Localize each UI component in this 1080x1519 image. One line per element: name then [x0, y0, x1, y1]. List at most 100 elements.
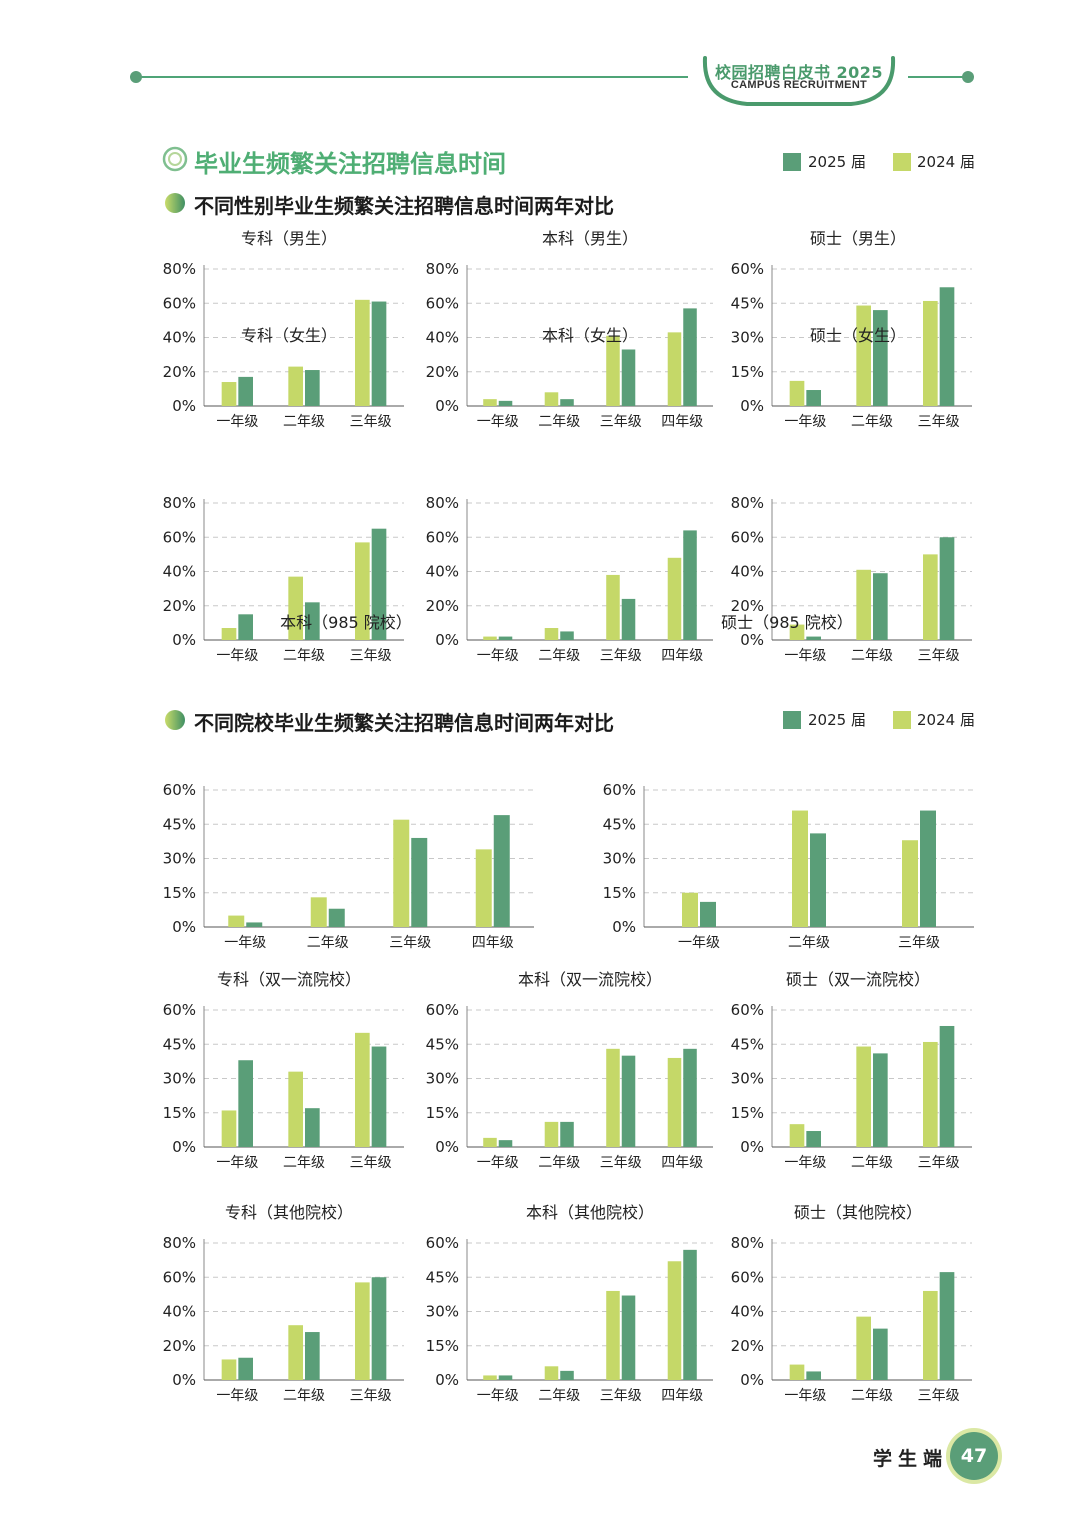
- x-category-label: 三年级: [898, 935, 940, 951]
- bar-2024: [544, 1121, 559, 1147]
- x-category-label: 一年级: [477, 1155, 519, 1171]
- chart-title: 硕士（双一流院校）: [786, 970, 930, 989]
- bar-2025: [411, 837, 428, 927]
- bar-2024: [789, 1364, 805, 1380]
- y-tick-label: 80%: [731, 1234, 764, 1252]
- y-tick-label: 30%: [426, 1303, 459, 1321]
- y-tick-label: 20%: [163, 597, 196, 615]
- bar-2025: [560, 1370, 574, 1380]
- y-tick-label: 20%: [731, 1337, 764, 1355]
- y-tick-label: 45%: [163, 815, 196, 833]
- y-tick-label: 30%: [163, 1070, 196, 1088]
- chart-shuoshi-syl: 硕士（双一流院校） 0% 15% 30% 45% 60% 一年级 二年级 三年级: [731, 970, 972, 1171]
- bar-2024: [483, 636, 497, 640]
- x-category-label: 一年级: [477, 648, 519, 664]
- x-category-label: 二年级: [283, 414, 325, 430]
- y-tick-label: 60%: [426, 1001, 459, 1019]
- x-category-label: 三年级: [600, 1388, 642, 1404]
- section-title-school: 不同院校毕业生频繁关注招聘信息时间两年对比: [194, 711, 614, 735]
- bar-2024: [221, 382, 237, 406]
- x-category-label: 二年级: [788, 935, 830, 951]
- x-category-label: 三年级: [350, 648, 392, 664]
- y-tick-label: 40%: [163, 563, 196, 581]
- bar-2025: [305, 1108, 320, 1147]
- bar-2024: [310, 897, 327, 927]
- y-tick-label: 0%: [435, 397, 459, 415]
- x-category-label: 一年级: [477, 414, 519, 430]
- y-tick-label: 60%: [731, 260, 764, 278]
- x-category-label: 二年级: [851, 1388, 893, 1404]
- y-tick-label: 15%: [163, 1104, 196, 1122]
- bar-2024: [789, 624, 805, 640]
- chart-benke-female: 本科（女生）0%20%40%60%80%一年级 二年级 三年级 四年级: [426, 326, 713, 664]
- x-category-label: 四年级: [661, 648, 703, 664]
- bar-2025: [939, 287, 955, 406]
- bar-2025: [371, 528, 387, 640]
- y-tick-label: 15%: [426, 1337, 459, 1355]
- x-category-label: 二年级: [851, 648, 893, 664]
- bar-2024: [288, 1071, 303, 1147]
- header-dot-left: [130, 71, 142, 83]
- y-tick-label: 80%: [426, 260, 459, 278]
- y-tick-label: 0%: [172, 397, 196, 415]
- bar-2025: [806, 636, 821, 640]
- bar-2025: [305, 602, 320, 640]
- header-dot-right: [962, 71, 974, 83]
- bar-2025: [806, 1131, 821, 1147]
- y-tick-label: 60%: [163, 1268, 196, 1286]
- bar-2024: [221, 628, 237, 640]
- bar-2024: [221, 1110, 237, 1147]
- chart-title: 硕士（女生）: [810, 326, 906, 345]
- x-category-label: 一年级: [216, 1388, 258, 1404]
- chart-shuoshi-other: 硕士（其他院校） 0% 20% 40% 60% 80% 一年级 二年级 三年级: [731, 1203, 972, 1404]
- bar-2024: [856, 569, 871, 640]
- bar-2025: [238, 614, 253, 640]
- y-tick-label: 0%: [740, 1138, 764, 1156]
- header-rule-right: [908, 76, 968, 78]
- target-icon: [162, 146, 188, 172]
- x-category-label: 一年级: [216, 648, 258, 664]
- y-tick-label: 60%: [426, 1234, 459, 1252]
- y-tick-label: 30%: [426, 1070, 459, 1088]
- chart-title: 硕士（985 院校）: [721, 613, 853, 632]
- y-tick-label: 0%: [172, 1138, 196, 1156]
- legend-swatch-2024: [893, 153, 911, 171]
- y-tick-label: 80%: [163, 1234, 196, 1252]
- bar-2024: [667, 557, 682, 640]
- x-category-label: 一年级: [216, 414, 258, 430]
- y-tick-label: 15%: [426, 1104, 459, 1122]
- y-tick-label: 0%: [740, 631, 764, 649]
- chart-zhuanke-female: 专科（女生）0%20%40%60%80%一年级 二年级 三年级: [163, 326, 404, 664]
- y-tick-label: 0%: [740, 1371, 764, 1389]
- x-category-label: 三年级: [350, 1155, 392, 1171]
- bar-2024: [856, 305, 871, 406]
- x-category-label: 二年级: [538, 1388, 580, 1404]
- bar-2024: [667, 332, 682, 406]
- x-category-label: 二年级: [283, 648, 325, 664]
- header-badge: 校园招聘白皮书 2025 CAMPUS RECRUITMENT: [695, 52, 903, 108]
- bar-2024: [483, 1375, 497, 1380]
- bar-2025: [810, 833, 826, 927]
- y-tick-label: 60%: [731, 1001, 764, 1019]
- x-category-label: 二年级: [283, 1155, 325, 1171]
- y-tick-label: 60%: [731, 1268, 764, 1286]
- x-category-label: 三年级: [350, 1388, 392, 1404]
- chart-title: 本科（女生）: [542, 326, 638, 345]
- y-tick-label: 80%: [426, 494, 459, 512]
- bar-2024: [923, 300, 938, 406]
- x-category-label: 二年级: [283, 1388, 325, 1404]
- bar-2025: [493, 815, 510, 927]
- chart-benke-985: 本科（985 院校）0%15%30%45%60%一年级 二年级 三年级 四年级: [163, 613, 534, 951]
- bar-2025: [498, 636, 513, 640]
- bar-2024: [483, 399, 497, 406]
- bar-2024: [355, 1032, 370, 1147]
- bar-2024: [355, 542, 370, 640]
- bar-2025: [621, 598, 636, 640]
- legend-swatch-2024: [893, 711, 911, 729]
- y-tick-label: 80%: [731, 494, 764, 512]
- page-title: 毕业生频繁关注招聘信息时间: [194, 150, 506, 178]
- bar-2025: [873, 573, 888, 640]
- chart-title: 本科（985 院校）: [280, 613, 412, 632]
- bar-2024: [228, 915, 245, 927]
- y-tick-label: 30%: [163, 850, 196, 868]
